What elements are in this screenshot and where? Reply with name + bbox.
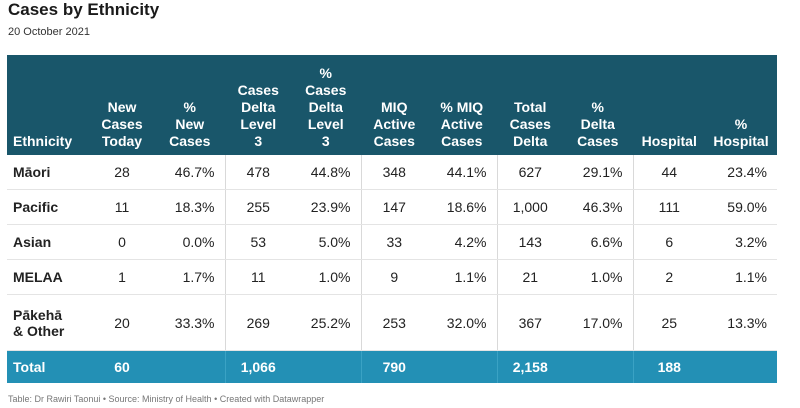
- table-cell: 0: [89, 224, 155, 260]
- table-cell: 1.1%: [705, 259, 777, 295]
- column-header-cases-delta-level3: Cases Delta Level 3: [224, 55, 291, 155]
- total-cell: 2,158: [496, 350, 563, 383]
- source-credit: Table: Dr Rawiri Taonui • Source: Minist…: [8, 394, 325, 404]
- column-header-ethnicity: Ethnicity: [7, 55, 89, 155]
- column-header-pct-cases-delta-level3: % Cases Delta Level 3: [291, 55, 361, 155]
- table-cell: 348: [360, 155, 427, 190]
- table-cell: 255: [224, 189, 291, 225]
- table-cell: 23.4%: [705, 155, 777, 190]
- table-cell: 46.3%: [563, 189, 633, 225]
- column-header-miq-active-cases: MIQ Active Cases: [360, 55, 427, 155]
- table-cell: 0.0%: [155, 224, 225, 260]
- table-cell: 6: [632, 224, 705, 260]
- table-row-maori: Māori 28 46.7% 478 44.8% 348 44.1% 627 2…: [7, 155, 777, 190]
- column-header-pct-delta-cases: % Delta Cases: [563, 55, 633, 155]
- table-cell: 2: [632, 259, 705, 295]
- table-cell: 25: [632, 294, 705, 351]
- header-row: Ethnicity New Cases Today % New Cases Ca…: [7, 55, 777, 155]
- table-cell: 1: [89, 259, 155, 295]
- table-cell: 1.0%: [291, 259, 361, 295]
- table-cell: 111: [632, 189, 705, 225]
- table-cell: 1,000: [496, 189, 563, 225]
- table-title: Cases by Ethnicity: [8, 0, 160, 19]
- total-cell: 790: [360, 350, 427, 383]
- table-row-melaa: MELAA 1 1.7% 11 1.0% 9 1.1% 21 1.0% 2 1.…: [7, 259, 777, 295]
- table-cell: 20: [89, 294, 155, 351]
- column-header-total-cases-delta: Total Cases Delta: [496, 55, 563, 155]
- table-cell: 4.2%: [427, 224, 497, 260]
- total-cell: [705, 350, 777, 383]
- table-cell: 44.8%: [291, 155, 361, 190]
- table-cell: 33: [360, 224, 427, 260]
- ethnicity-cell: Pākehā & Other: [7, 294, 89, 351]
- table-cell: 59.0%: [705, 189, 777, 225]
- table-cell: 29.1%: [563, 155, 633, 190]
- total-cell: 188: [632, 350, 705, 383]
- table-cell: 627: [496, 155, 563, 190]
- table-cell: 367: [496, 294, 563, 351]
- table-cell: 11: [89, 189, 155, 225]
- table-cell: 1.1%: [427, 259, 497, 295]
- table-cell: 28: [89, 155, 155, 190]
- table-cell: 25.2%: [291, 294, 361, 351]
- table-date: 20 October 2021: [8, 26, 90, 38]
- total-cell: [427, 350, 497, 383]
- ethnicity-cell: MELAA: [7, 259, 89, 295]
- table-cell: 11: [224, 259, 291, 295]
- table-cell: 18.6%: [427, 189, 497, 225]
- total-cell: [155, 350, 225, 383]
- table-cell: 1.0%: [563, 259, 633, 295]
- table-row-asian: Asian 0 0.0% 53 5.0% 33 4.2% 143 6.6% 6 …: [7, 224, 777, 260]
- total-cell: [291, 350, 361, 383]
- column-header-pct-hospital: % Hospital: [705, 55, 777, 155]
- table-cell: 1.7%: [155, 259, 225, 295]
- table-cell: 143: [496, 224, 563, 260]
- table-cell: 253: [360, 294, 427, 351]
- column-header-hospital: Hospital: [632, 55, 705, 155]
- table-row-pacific: Pacific 11 18.3% 255 23.9% 147 18.6% 1,0…: [7, 189, 777, 225]
- table-cell: 147: [360, 189, 427, 225]
- ethnicity-cases-table: Ethnicity New Cases Today % New Cases Ca…: [7, 55, 777, 383]
- table-cell: 6.6%: [563, 224, 633, 260]
- table-cell: 269: [224, 294, 291, 351]
- table-cell: 18.3%: [155, 189, 225, 225]
- total-label: Total: [7, 350, 89, 383]
- total-cell: 1,066: [224, 350, 291, 383]
- table-cell: 21: [496, 259, 563, 295]
- ethnicity-cell: Māori: [7, 155, 89, 190]
- table-cell: 32.0%: [427, 294, 497, 351]
- table-cell: 3.2%: [705, 224, 777, 260]
- table-cell: 33.3%: [155, 294, 225, 351]
- table-cell: 5.0%: [291, 224, 361, 260]
- total-cell: [563, 350, 633, 383]
- column-header-new-cases-today: New Cases Today: [89, 55, 155, 155]
- table-cell: 9: [360, 259, 427, 295]
- table-cell: 44.1%: [427, 155, 497, 190]
- table-cell: 44: [632, 155, 705, 190]
- table-cell: 23.9%: [291, 189, 361, 225]
- table-cell: 46.7%: [155, 155, 225, 190]
- ethnicity-cell: Pacific: [7, 189, 89, 225]
- column-header-pct-new-cases: % New Cases: [155, 55, 225, 155]
- table-cell: 13.3%: [705, 294, 777, 351]
- table-row-pakeha-other: Pākehā & Other 20 33.3% 269 25.2% 253 32…: [7, 294, 777, 351]
- total-row: Total 60 1,066 790 2,158 188: [7, 350, 777, 383]
- ethnicity-cell: Asian: [7, 224, 89, 260]
- column-header-pct-miq-active-cases: % MIQ Active Cases: [427, 55, 497, 155]
- table-cell: 478: [224, 155, 291, 190]
- total-cell: 60: [89, 350, 155, 383]
- table-cell: 53: [224, 224, 291, 260]
- table-cell: 17.0%: [563, 294, 633, 351]
